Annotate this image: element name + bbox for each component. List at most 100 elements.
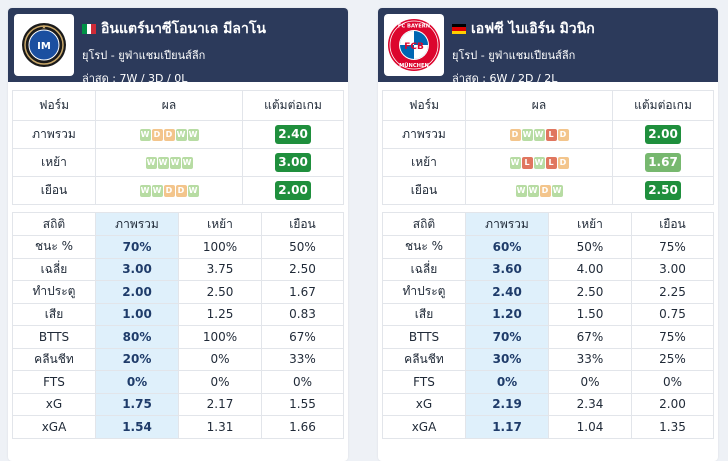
stat-row: xG 2.19 2.34 2.00 (382, 392, 714, 416)
result-chip[interactable]: W (551, 185, 563, 197)
result-chip[interactable]: D (557, 157, 569, 169)
home-header: เหย้า (548, 212, 632, 236)
stat-home: 1.04 (548, 415, 632, 439)
form-row-label: เยือน (382, 176, 466, 205)
team-name[interactable]: อินแตร์นาซีโอนาเล มีลาโน (82, 18, 344, 40)
result-chip[interactable]: W (187, 129, 199, 141)
result-chip[interactable]: W (509, 157, 521, 169)
result-chip[interactable]: W (533, 157, 545, 169)
bayern-crest-top: FC BAYERN (398, 24, 430, 30)
stat-away: 0% (261, 370, 344, 394)
stat-row: เสีย 1.00 1.25 0.83 (12, 302, 344, 326)
result-chip[interactable]: W (533, 129, 545, 141)
stat-row: ชนะ % 70% 100% 50% (12, 235, 344, 259)
last-record: ล่าสุด : 6W / 2D / 2L (452, 72, 558, 85)
stat-home: 0% (548, 370, 632, 394)
result-chip[interactable]: L (545, 129, 557, 141)
stat-away: 0.75 (631, 302, 714, 326)
stat-away: 25% (631, 347, 714, 371)
team-name-text: เอฟซี ไบเอิร์น มิวนิก (471, 21, 595, 37)
result-chip[interactable]: L (521, 157, 533, 169)
result-chip[interactable]: W (169, 157, 181, 169)
stat-overall: 80% (95, 325, 179, 349)
result-header: ผล (465, 90, 613, 121)
stat-away: 2.25 (631, 280, 714, 304)
italy-flag-icon (82, 24, 96, 34)
stat-label: xGA (12, 415, 96, 439)
stat-row: BTTS 70% 67% 75% (382, 325, 714, 349)
stat-away: 2.50 (261, 257, 344, 281)
stat-label: FTS (382, 370, 466, 394)
bayern-crest-center: FCB (404, 42, 424, 52)
result-chip[interactable]: W (145, 157, 157, 169)
result-chip[interactable]: W (515, 185, 527, 197)
result-chip[interactable]: W (187, 185, 199, 197)
stat-home: 100% (178, 235, 262, 259)
overall-header: ภาพรวม (95, 212, 179, 236)
ppg-header: แต้มต่อเกม (242, 90, 344, 121)
stat-home: 2.17 (178, 392, 262, 416)
bayern-crest-icon[interactable]: FCB FC BAYERN MÜNCHEN (384, 14, 444, 76)
result-chip[interactable]: W (521, 129, 533, 141)
ppg-badge: 2.00 (645, 125, 681, 144)
result-chip[interactable]: D (557, 129, 569, 141)
stat-away: 0.83 (261, 302, 344, 326)
away-header: เยือน (261, 212, 344, 236)
team-name-text: อินแตร์นาซีโอนาเล มีลาโน (101, 21, 266, 37)
stat-home: 4.00 (548, 257, 632, 281)
team-card-bayern: FCB FC BAYERN MÜNCHEN เอฟซี ไบเอิร์น มิว… (378, 8, 718, 461)
ppg-badge: 1.67 (645, 153, 681, 172)
stat-away: 67% (261, 325, 344, 349)
team-card-inter: IM ★ อินแตร์นาซีโอนาเล มีลาโน ยุโรป - ยู… (8, 8, 348, 461)
stat-home: 0% (178, 370, 262, 394)
stat-overall: 3.60 (465, 257, 549, 281)
result-chip[interactable]: L (545, 157, 557, 169)
svg-text:★: ★ (41, 24, 46, 31)
stat-label: BTTS (382, 325, 466, 349)
result-chip[interactable]: W (181, 157, 193, 169)
stat-label: เฉลี่ย (12, 257, 96, 281)
result-chip[interactable]: W (157, 157, 169, 169)
stat-away: 33% (261, 347, 344, 371)
result-chip[interactable]: D (151, 129, 163, 141)
stat-home: 1.31 (178, 415, 262, 439)
away-header: เยือน (631, 212, 714, 236)
stat-away: 0% (631, 370, 714, 394)
stat-overall: 3.00 (95, 257, 179, 281)
stat-overall: 1.20 (465, 302, 549, 326)
result-chip[interactable]: W (527, 185, 539, 197)
stat-away: 1.55 (261, 392, 344, 416)
result-chip[interactable]: W (139, 185, 151, 197)
result-chip[interactable]: W (139, 129, 151, 141)
result-chip[interactable]: D (163, 129, 175, 141)
stat-overall: 2.19 (465, 392, 549, 416)
result-chip[interactable]: D (539, 185, 551, 197)
bayern-crest-bottom: MÜNCHEN (399, 62, 429, 69)
result-chip[interactable]: W (175, 129, 187, 141)
team-name[interactable]: เอฟซี ไบเอิร์น มิวนิก (452, 18, 714, 40)
result-chip[interactable]: D (163, 185, 175, 197)
inter-crest-icon[interactable]: IM ★ (14, 14, 74, 76)
stat-overall: 1.54 (95, 415, 179, 439)
competition-label: ยุโรป - ยูฟ่าแชมเปียนส์ลีก (452, 49, 576, 62)
result-chip[interactable]: D (175, 185, 187, 197)
stat-overall: 30% (465, 347, 549, 371)
form-row-label: ภาพรวม (12, 120, 96, 149)
form-header: ฟอร์ม (382, 90, 466, 121)
stat-home: 1.50 (548, 302, 632, 326)
stat-home: 0% (178, 347, 262, 371)
stat-row: ทำประตู 2.40 2.50 2.25 (382, 280, 714, 304)
competition-label: ยุโรป - ยูฟ่าแชมเปียนส์ลีก (82, 49, 206, 62)
stat-row: xGA 1.54 1.31 1.66 (12, 415, 344, 439)
result-chip[interactable]: D (509, 129, 521, 141)
result-chip[interactable]: W (151, 185, 163, 197)
stat-home: 1.25 (178, 302, 262, 326)
